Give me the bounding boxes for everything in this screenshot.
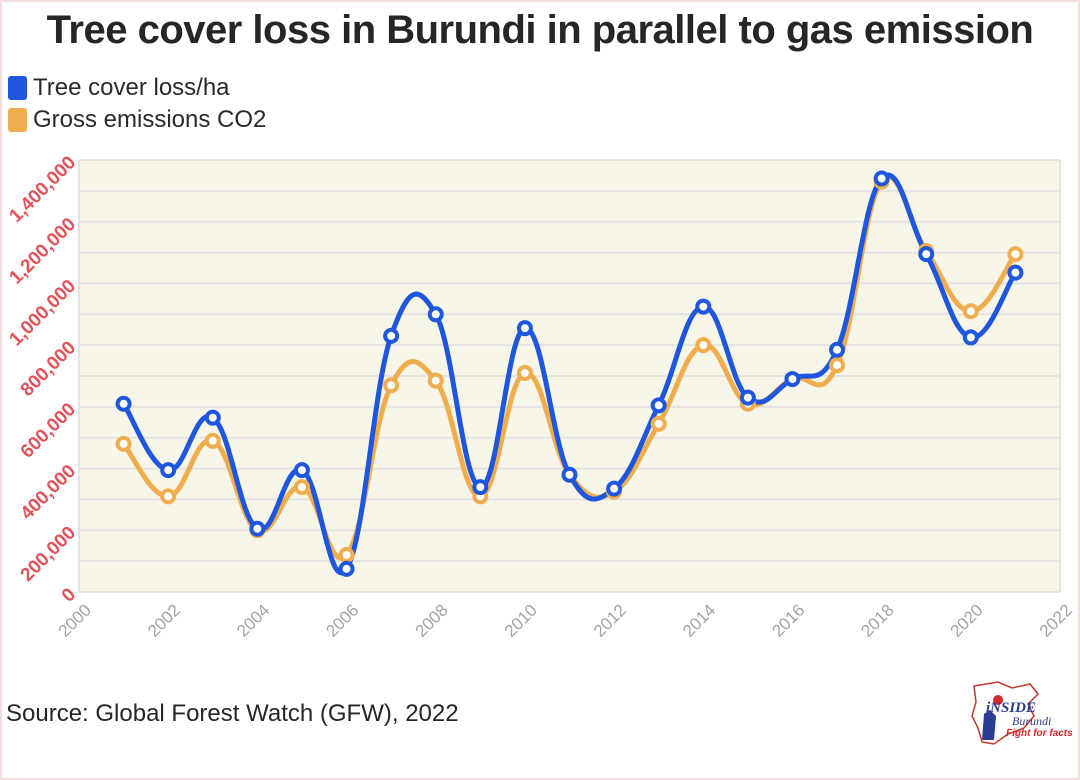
data-point-tree-loss bbox=[516, 320, 533, 337]
y-tick-label: 1,000,000 bbox=[5, 276, 80, 351]
x-tick-label: 2022 bbox=[1036, 601, 1076, 641]
x-tick-label: 2004 bbox=[233, 601, 273, 641]
x-tick-label: 2002 bbox=[144, 601, 184, 641]
logo-text: iNSIDE bbox=[986, 700, 1037, 716]
legend-label-tree-loss: Tree cover loss/ha bbox=[33, 74, 230, 101]
data-point-emissions bbox=[160, 488, 177, 505]
burundi-map-icon bbox=[971, 681, 1040, 745]
data-point-emissions bbox=[427, 372, 444, 389]
data-point-tree-loss bbox=[695, 298, 712, 315]
data-point-emissions bbox=[516, 364, 533, 381]
series-line-tree-loss bbox=[121, 172, 1018, 575]
data-point-tree-loss bbox=[293, 462, 310, 479]
data-point-tree-loss bbox=[472, 479, 489, 496]
legend-item-tree-loss[interactable]: Tree cover loss/ha bbox=[8, 72, 266, 104]
legend-swatch-emissions bbox=[8, 108, 27, 132]
data-point-emissions bbox=[293, 479, 310, 496]
data-point-emissions bbox=[204, 432, 221, 449]
data-point-emissions bbox=[695, 337, 712, 354]
y-tick-label: 1,400,000 bbox=[5, 152, 80, 227]
logo-tagline: Fight for facts bbox=[1006, 728, 1073, 739]
y-tick-label: 0 bbox=[58, 584, 80, 606]
inside-burundi-logo: iNSIDE Burundi Fight for facts bbox=[968, 680, 1074, 748]
legend-item-emissions[interactable]: Gross emissions CO2 bbox=[8, 104, 266, 136]
data-point-tree-loss bbox=[338, 560, 355, 577]
legend-label-emissions: Gross emissions CO2 bbox=[33, 106, 267, 133]
data-point-emissions bbox=[1007, 246, 1024, 263]
data-point-tree-loss bbox=[383, 327, 400, 344]
source-note: Source: Global Forest Watch (GFW), 2022 bbox=[6, 700, 459, 727]
data-point-tree-loss bbox=[606, 480, 623, 497]
x-tick-label: 2014 bbox=[679, 601, 719, 641]
data-point-tree-loss bbox=[962, 329, 979, 346]
data-point-emissions bbox=[829, 357, 846, 374]
data-point-tree-loss bbox=[918, 246, 935, 263]
data-point-tree-loss bbox=[650, 397, 667, 414]
data-point-emissions bbox=[650, 415, 667, 432]
x-tick-label: 2010 bbox=[501, 601, 541, 641]
data-point-tree-loss bbox=[427, 306, 444, 323]
logo-subtext: Burundi bbox=[1012, 714, 1052, 728]
data-point-tree-loss bbox=[829, 341, 846, 358]
data-point-emissions bbox=[115, 435, 132, 452]
data-point-tree-loss bbox=[160, 462, 177, 479]
legend: Tree cover loss/ha Gross emissions CO2 bbox=[8, 72, 266, 136]
y-tick-label: 1,200,000 bbox=[5, 214, 80, 289]
x-tick-label: 2008 bbox=[412, 601, 452, 641]
data-point-tree-loss bbox=[739, 389, 756, 406]
data-point-tree-loss bbox=[1007, 264, 1024, 281]
x-tick-label: 2020 bbox=[947, 601, 987, 641]
x-tick-label: 2018 bbox=[857, 601, 897, 641]
x-tick-label: 2000 bbox=[55, 601, 95, 641]
x-tick-label: 2006 bbox=[322, 601, 362, 641]
y-tick-label: 800,000 bbox=[17, 337, 80, 400]
legend-swatch-tree-loss bbox=[8, 76, 27, 100]
data-point-emissions bbox=[962, 303, 979, 320]
data-point-tree-loss bbox=[204, 409, 221, 426]
data-point-tree-loss bbox=[249, 520, 266, 537]
data-point-tree-loss bbox=[784, 371, 801, 388]
y-tick-label: 600,000 bbox=[17, 399, 80, 462]
chart-title: Tree cover loss in Burundi in parallel t… bbox=[46, 8, 1034, 52]
data-point-emissions bbox=[383, 377, 400, 394]
y-tick-label: 200,000 bbox=[17, 523, 80, 586]
x-tick-label: 2016 bbox=[768, 601, 808, 641]
y-tick-label: 400,000 bbox=[17, 461, 80, 524]
data-point-tree-loss bbox=[873, 170, 890, 187]
x-tick-label: 2012 bbox=[590, 601, 630, 641]
data-point-emissions bbox=[338, 546, 355, 563]
data-point-tree-loss bbox=[115, 395, 132, 412]
data-point-tree-loss bbox=[561, 466, 578, 483]
